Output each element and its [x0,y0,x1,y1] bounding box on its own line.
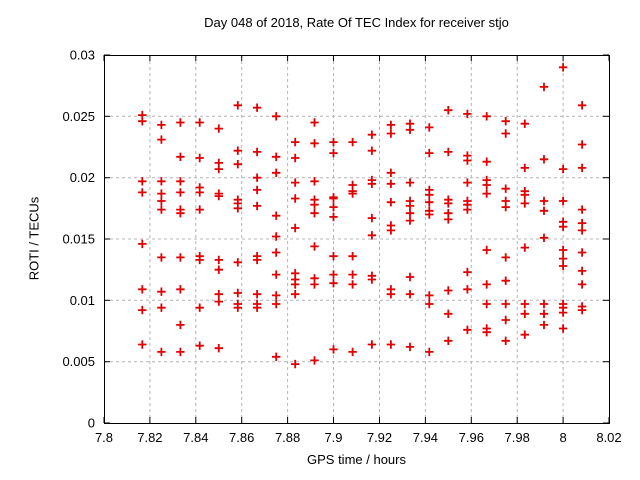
y-tick-label: 0.03 [70,48,95,63]
x-tick-label: 7.96 [459,430,484,445]
y-tick-label: 0.01 [70,293,95,308]
x-tick-label: 7.9 [324,430,342,445]
x-tick-label: 7.98 [505,430,530,445]
x-tick-label: 7.8 [95,430,113,445]
x-tick-label: 8.02 [596,430,621,445]
x-tick-label: 7.92 [367,430,392,445]
x-tick-label: 7.82 [137,430,162,445]
x-axis-label: GPS time / hours [307,452,406,467]
x-tick-label: 8 [559,430,566,445]
x-tick-label: 7.94 [413,430,438,445]
y-tick-label: 0.02 [70,170,95,185]
y-tick-label: 0.015 [62,232,95,247]
x-tick-label: 7.86 [229,430,254,445]
y-axis-label: ROTI / TECUs [26,196,42,281]
chart-title: Day 048 of 2018, Rate Of TEC Index for r… [204,15,509,30]
x-tick-label: 7.88 [275,430,300,445]
y-tick-label: 0 [88,416,95,431]
y-tick-label: 0.005 [62,354,95,369]
x-tick-label: 7.84 [183,430,208,445]
data-points [138,63,587,369]
y-tick-label: 0.025 [62,109,95,124]
